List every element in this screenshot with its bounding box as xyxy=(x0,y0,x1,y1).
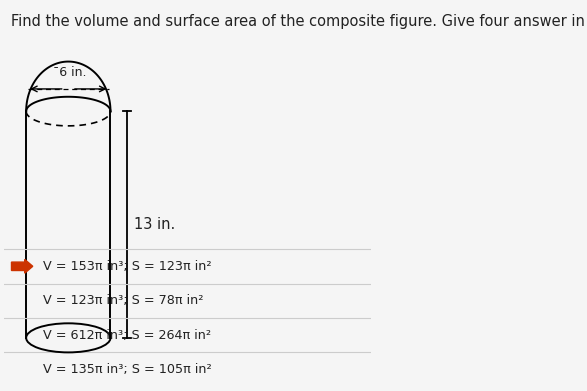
Text: Find the volume and surface area of the composite figure. Give four answer in te: Find the volume and surface area of the … xyxy=(12,14,587,29)
FancyArrow shape xyxy=(12,259,33,273)
Text: V = 153π in³; S = 123π in²: V = 153π in³; S = 123π in² xyxy=(43,260,211,273)
Text: V = 123π in³; S = 78π in²: V = 123π in³; S = 78π in² xyxy=(43,294,203,307)
Text: V = 612π in³; S = 264π in²: V = 612π in³; S = 264π in² xyxy=(43,329,211,342)
Text: 13 in.: 13 in. xyxy=(134,217,175,232)
Text: ¯6 in.: ¯6 in. xyxy=(53,66,87,79)
Text: V = 135π in³; S = 105π in²: V = 135π in³; S = 105π in² xyxy=(43,363,211,376)
